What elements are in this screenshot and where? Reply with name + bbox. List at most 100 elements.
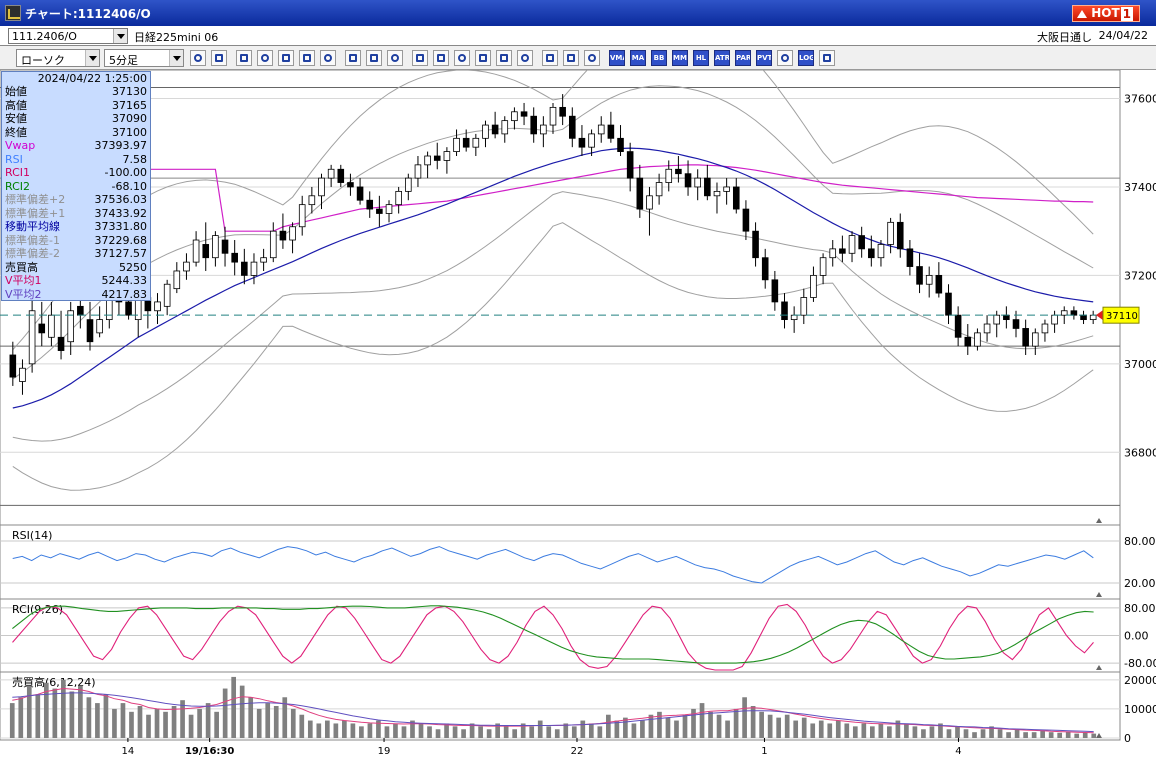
tool-icon[interactable] — [563, 50, 579, 66]
indicator-bb-button[interactable]: BB — [651, 50, 667, 66]
color-icon[interactable] — [584, 50, 600, 66]
panel-scroll-icon — [1096, 733, 1102, 738]
compare-icon[interactable] — [299, 50, 315, 66]
candle-body — [202, 244, 210, 259]
settings-icon[interactable] — [542, 50, 558, 66]
candle-body — [617, 137, 624, 152]
ohlc-value: 5250 — [119, 260, 147, 274]
chart-type-dropdown-button[interactable] — [85, 50, 99, 66]
period-select[interactable]: 5分足 — [104, 49, 184, 67]
volume-bar — [503, 726, 509, 738]
volume-bar — [512, 729, 518, 738]
zoom-icon[interactable] — [190, 50, 206, 66]
candle-body — [1051, 314, 1058, 325]
candle-down-icon[interactable] — [366, 50, 382, 66]
ohlc-value: 37393.97 — [94, 139, 148, 152]
chart-type-select[interactable]: ローソク — [16, 49, 100, 67]
pen-icon[interactable] — [412, 50, 428, 66]
arrow-icon[interactable] — [475, 50, 491, 66]
volume-bar — [239, 685, 245, 738]
ohlc-value: 4217.83 — [101, 287, 148, 301]
crosshair-icon[interactable] — [211, 50, 227, 66]
candle-body — [1022, 328, 1029, 347]
ohlc-label: 移動平均線 — [5, 220, 60, 233]
search-icon[interactable] — [257, 50, 273, 66]
candle-body — [289, 226, 296, 241]
volume-bar — [146, 714, 151, 738]
ohlc-label: 安値 — [5, 112, 27, 125]
volume-bar — [733, 708, 739, 738]
candle-body — [723, 186, 730, 192]
volume-bar — [665, 717, 671, 738]
candle-body — [993, 314, 1001, 325]
all-icon[interactable] — [387, 50, 403, 66]
volume-bar — [725, 720, 730, 738]
indicator-hl-button[interactable]: HL — [693, 50, 709, 66]
candle-body — [1003, 314, 1010, 321]
indicator-atr-button[interactable]: ATR — [714, 50, 730, 66]
bar-icon[interactable] — [278, 50, 294, 66]
chart-area[interactable]: 37600 37400 37200 37000 36800 37110 80.00 20.00… — [0, 18, 1156, 760]
volume-bar — [26, 685, 32, 738]
period-dropdown-button[interactable] — [169, 50, 183, 66]
candle-up-icon[interactable] — [345, 50, 361, 66]
indicator-log-button[interactable]: LOG — [798, 50, 814, 66]
cursor-icon[interactable] — [236, 50, 252, 66]
candle-body — [356, 186, 364, 201]
volume-bar — [1031, 732, 1037, 738]
box-icon[interactable] — [777, 50, 793, 66]
candle-body — [607, 124, 615, 139]
delete-icon[interactable] — [517, 50, 533, 66]
symbol-selector[interactable]: 111.2406/O — [8, 28, 128, 44]
volume-bar — [376, 720, 381, 738]
export-icon[interactable] — [819, 50, 835, 66]
candle-body — [424, 155, 431, 166]
volume-bar — [342, 720, 347, 738]
hot-badge[interactable]: HOT 1 — [1072, 5, 1140, 22]
volume-bar — [43, 682, 49, 738]
volume-bar — [1065, 731, 1071, 738]
volume-bar — [273, 706, 279, 738]
ohlc-value: 37090 — [112, 112, 147, 125]
candle-body — [347, 182, 354, 188]
pointer-icon[interactable] — [454, 50, 470, 66]
candle-body — [752, 230, 759, 259]
volume-bar — [367, 723, 373, 738]
volume-tick-label: 0 — [1124, 732, 1131, 745]
chart-svg[interactable]: 37600 37400 37200 37000 36800 37110 80.00 20.00… — [0, 18, 1156, 760]
indicator-pvt-button[interactable]: PVT — [756, 50, 772, 66]
volume-bar — [657, 711, 662, 738]
ohlc-label: RSI — [5, 152, 23, 166]
volume-bar — [597, 726, 603, 738]
candle-body — [491, 124, 499, 135]
volume-bar — [154, 708, 160, 738]
indicator-ma-button[interactable]: MA — [630, 50, 646, 66]
candle-body — [684, 173, 692, 188]
session-label: 大阪日通し — [1037, 31, 1092, 44]
candle-body — [742, 208, 750, 232]
candle-body — [578, 137, 586, 148]
candle-body — [819, 257, 827, 276]
symbol-dropdown-button[interactable] — [113, 29, 127, 43]
line-icon[interactable] — [433, 50, 449, 66]
volume-bar — [606, 714, 611, 738]
volume-bar — [214, 711, 219, 738]
indicator-par-button[interactable]: PAR — [735, 50, 751, 66]
alert-icon[interactable] — [320, 50, 336, 66]
candle-body — [694, 177, 701, 188]
symbol-bar: 111.2406/O 日経225mini 06 大阪日通し 24/04/22 — [0, 26, 1156, 46]
candle-body — [366, 199, 374, 210]
indicator-vma-button[interactable]: VMA — [609, 50, 625, 66]
candle-body — [713, 190, 721, 197]
indicator-mme-button[interactable]: MME — [672, 50, 688, 66]
candle-body — [675, 168, 682, 175]
memo-icon[interactable] — [496, 50, 512, 66]
candle-body — [839, 248, 846, 254]
title-bar[interactable]: チャート:1112406/O HOT 1 — [0, 0, 1156, 26]
chart-type-value: ローソク — [21, 54, 65, 67]
symbol-code-input[interactable]: 111.2406/O — [12, 30, 77, 43]
candle-body — [925, 274, 933, 285]
ohlc-row: RCI1 -100.00 — [5, 166, 147, 180]
volume-bar — [452, 726, 458, 738]
volume-bar — [231, 676, 237, 738]
